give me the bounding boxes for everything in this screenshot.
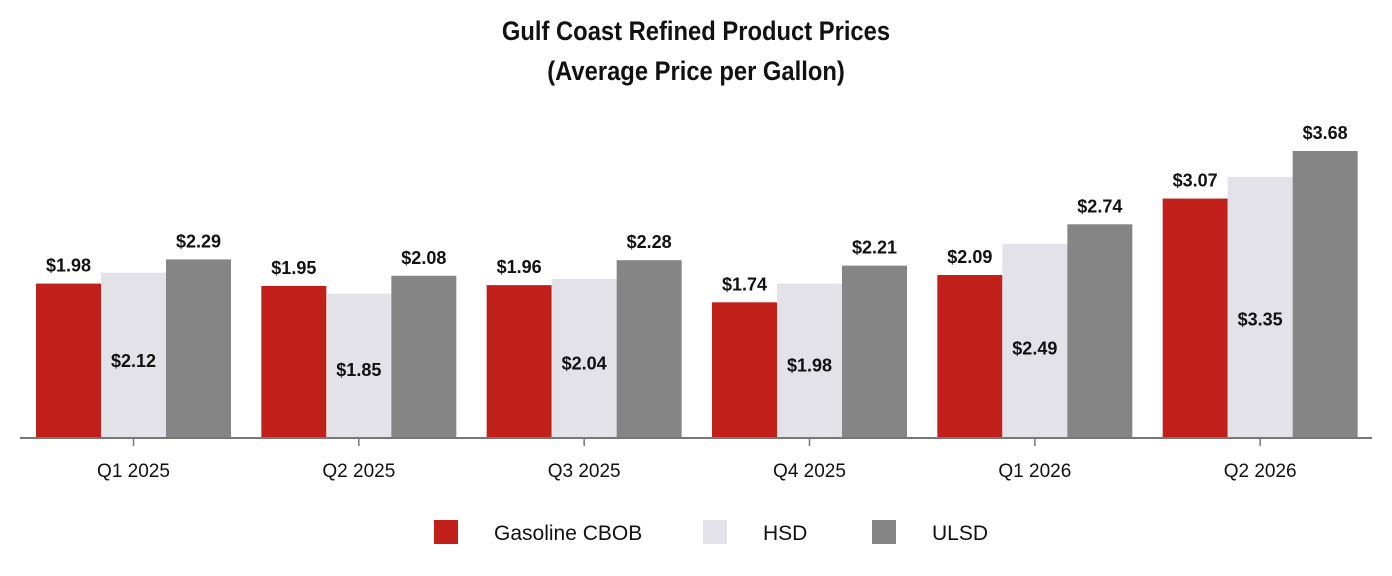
data-label: $2.28 [627,232,672,252]
bar-gasoline-cbob [712,302,777,438]
data-label: $1.85 [336,360,381,380]
bar-gasoline-cbob [1162,198,1228,438]
x-tick-label: Q4 2025 [773,461,846,482]
bar-hsd [101,272,166,438]
data-label: $1.74 [722,274,767,294]
x-tick-label: Q1 2026 [998,461,1071,482]
data-label: $3.35 [1238,310,1283,330]
legend-label: ULSD [932,522,988,545]
data-label: $2.12 [111,351,156,371]
x-tick-label: Q2 2025 [322,461,395,482]
bar-ulsd [391,275,457,438]
data-label: $2.08 [401,248,446,268]
legend-label: Gasoline CBOB [494,522,642,545]
data-label: $2.04 [562,354,607,374]
bar-gasoline-cbob [937,275,1003,438]
chart-subtitle: (Average Price per Gallon) [547,56,845,86]
data-label: $2.09 [947,247,992,267]
data-label: $2.49 [1012,338,1057,358]
data-label: $3.07 [1173,171,1218,191]
legend-swatch-gasoline-cbob [434,520,458,544]
bar-gasoline-cbob [261,285,327,438]
bar-ulsd [616,260,682,438]
bar-ulsd [166,259,231,438]
bar-ulsd [1292,151,1358,438]
data-label: $2.29 [176,231,221,251]
bar-ulsd [1067,224,1133,438]
data-label: $3.68 [1303,123,1348,143]
data-label: $2.21 [852,238,897,258]
bar-gasoline-cbob [486,285,552,438]
bar-hsd [1002,243,1068,438]
data-label: $1.98 [787,356,832,376]
bar-ulsd [842,265,907,438]
legend-label: HSD [763,522,807,545]
legend-swatch-ulsd [872,520,896,544]
data-label: $1.98 [46,256,91,276]
data-label: $2.74 [1077,196,1122,216]
bar-gasoline-cbob [36,283,101,438]
chart-title: Gulf Coast Refined Product Prices [501,16,891,46]
legend-swatch-hsd [703,520,727,544]
data-label: $1.96 [497,257,542,277]
bar-hsd [1227,176,1293,438]
bar-hsd [551,278,617,438]
bar-hsd [777,283,842,438]
x-tick-label: Q1 2025 [97,461,170,482]
data-label: $1.95 [271,258,316,278]
x-tick-label: Q3 2025 [548,461,621,482]
bar-hsd [326,293,392,438]
x-tick-label: Q2 2026 [1224,461,1297,482]
